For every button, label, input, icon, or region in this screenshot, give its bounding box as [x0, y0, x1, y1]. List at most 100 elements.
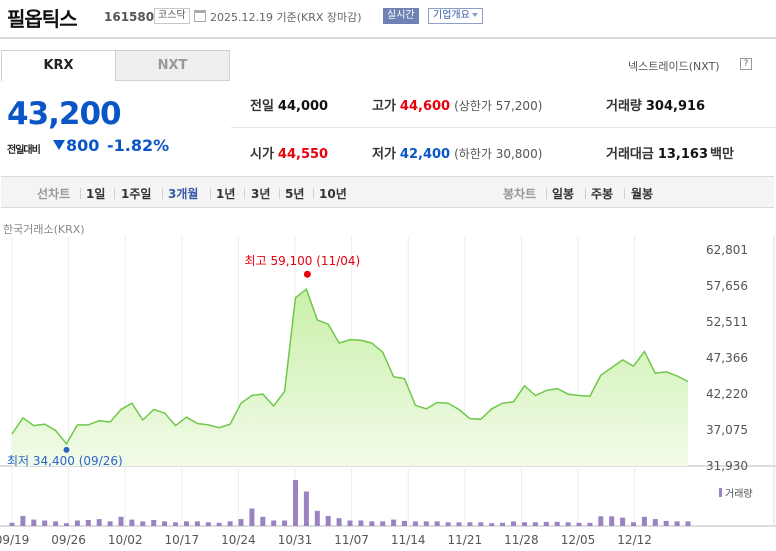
candle-daily[interactable]: 일봉 [552, 187, 575, 201]
volume-bar [271, 520, 277, 526]
period-5y[interactable]: 5년 [285, 187, 305, 201]
nxt-title: 넥스트레이드(NXT) [628, 60, 720, 73]
volume-bar [598, 516, 604, 526]
stats-divider [231, 127, 776, 128]
volume-bar [456, 522, 462, 526]
x-tick-label: 09/26 [51, 533, 86, 547]
volume-legend-marker [719, 488, 722, 497]
separator [546, 188, 547, 199]
y-tick-label: 57,656 [706, 279, 748, 293]
volume-bar [391, 519, 397, 526]
realtime-button[interactable]: 실시간 [383, 8, 419, 24]
stat-value: 42,400 [399, 147, 451, 162]
volume-bar [336, 518, 342, 526]
diff-percent: -1.82% [107, 136, 170, 155]
line-chart-label[interactable]: 선차트 [37, 187, 71, 201]
stat-label: 거래량 [606, 99, 642, 114]
x-tick-label: 12/12 [617, 533, 652, 547]
volume-bar [380, 521, 386, 526]
volume-bar [173, 522, 178, 526]
price-area [12, 289, 688, 466]
volume-bar [587, 522, 593, 526]
help-icon[interactable]: ? [740, 58, 752, 70]
volume-bar [522, 522, 527, 526]
stat-value: 304,916 [645, 99, 706, 114]
period-1y[interactable]: 1년 [216, 187, 236, 201]
tab-nxt[interactable]: NXT [115, 50, 230, 81]
min-label: 최저 34,400 (09/26) [7, 454, 123, 468]
volume-bar [511, 521, 516, 526]
volume-bar [434, 521, 440, 526]
stat-prev-close: 전일 44,000 [250, 95, 328, 114]
volume-bar [303, 491, 309, 526]
volume-bar [478, 522, 484, 526]
down-triangle-icon [53, 140, 65, 150]
period-3m[interactable]: 3개월 [168, 187, 199, 201]
stat-label: 저가 [372, 147, 396, 162]
volume-bar [282, 520, 288, 526]
stat-sub: (상한가 57,200) [454, 99, 543, 113]
volume-bar [663, 520, 669, 526]
volume-bar [85, 520, 91, 526]
separator [244, 188, 245, 199]
volume-bar [20, 515, 26, 526]
stat-low: 저가 42,400 (하한가 30,800) [372, 143, 542, 162]
candle-chart-label[interactable]: 봉차트 [503, 187, 537, 201]
period-3y[interactable]: 3년 [251, 187, 271, 201]
volume-bar [685, 521, 691, 526]
price-chart[interactable]: 62,801 57,656 52,511 47,366 42,220 37,075 31,9… [0, 236, 776, 551]
diff-value: 800 [66, 136, 100, 155]
volume-bar [205, 522, 211, 526]
period-10y[interactable]: 10년 [319, 187, 347, 201]
volume-bar [609, 516, 615, 526]
volume-bar [369, 521, 375, 526]
company-overview-button[interactable]: 기업개요 [428, 8, 483, 24]
x-tick-label: 10/31 [278, 533, 313, 547]
volume-bar [652, 519, 658, 526]
volume-bar [358, 520, 364, 526]
x-tick-label: 12/05 [561, 533, 596, 547]
period-1w[interactable]: 1주일 [121, 187, 152, 201]
separator [313, 188, 314, 199]
x-tick-label: 10/24 [221, 533, 256, 547]
stock-code: 161580 [104, 10, 155, 24]
stat-unit: 백만 [710, 147, 734, 162]
volume-legend-label: 거래량 [725, 488, 753, 500]
period-bar: 선차트 1일 1주일 3개월 1년 3년 5년 10년 봉차트 일봉 주봉 월봉 [1, 176, 774, 208]
volume-bar [402, 520, 407, 526]
x-tick-label: 09/19 [0, 533, 29, 547]
stat-label: 전일 [250, 99, 274, 114]
volume-bar [129, 519, 135, 526]
stat-value: 44,000 [277, 99, 329, 114]
y-tick-label: 47,366 [706, 351, 748, 365]
candle-weekly[interactable]: 주봉 [591, 187, 614, 201]
candle-monthly[interactable]: 월봉 [631, 187, 654, 201]
volume-bar [423, 521, 429, 526]
period-1d[interactable]: 1일 [86, 187, 106, 201]
volume-bar [412, 521, 418, 526]
stat-sub: (하한가 30,800) [454, 147, 543, 161]
diff-label: 전일대비 [7, 145, 41, 156]
volume-bar [467, 522, 473, 526]
stat-volume: 거래량 304,916 [606, 95, 705, 114]
y-tick-label: 31,930 [706, 459, 748, 473]
volume-bar [554, 521, 560, 526]
volume-bar [9, 522, 15, 526]
x-tick-label: 11/14 [391, 533, 426, 547]
y-tick-label: 42,220 [706, 387, 748, 401]
volume-bar [162, 521, 168, 526]
volume-bar [140, 521, 146, 526]
chevron-down-icon [471, 13, 478, 17]
separator [80, 188, 81, 199]
volume-bar [260, 516, 266, 526]
volume-bar [118, 516, 124, 526]
separator [585, 188, 586, 199]
y-tick-label: 62,801 [706, 243, 748, 257]
volume-bar [325, 515, 331, 526]
volume-bar [74, 520, 80, 526]
stock-name: 필옵틱스 [7, 7, 78, 31]
stat-label: 고가 [372, 99, 396, 114]
separator [114, 188, 115, 199]
market-badge: 코스닥 [154, 8, 190, 24]
tab-krx[interactable]: KRX [1, 50, 116, 81]
